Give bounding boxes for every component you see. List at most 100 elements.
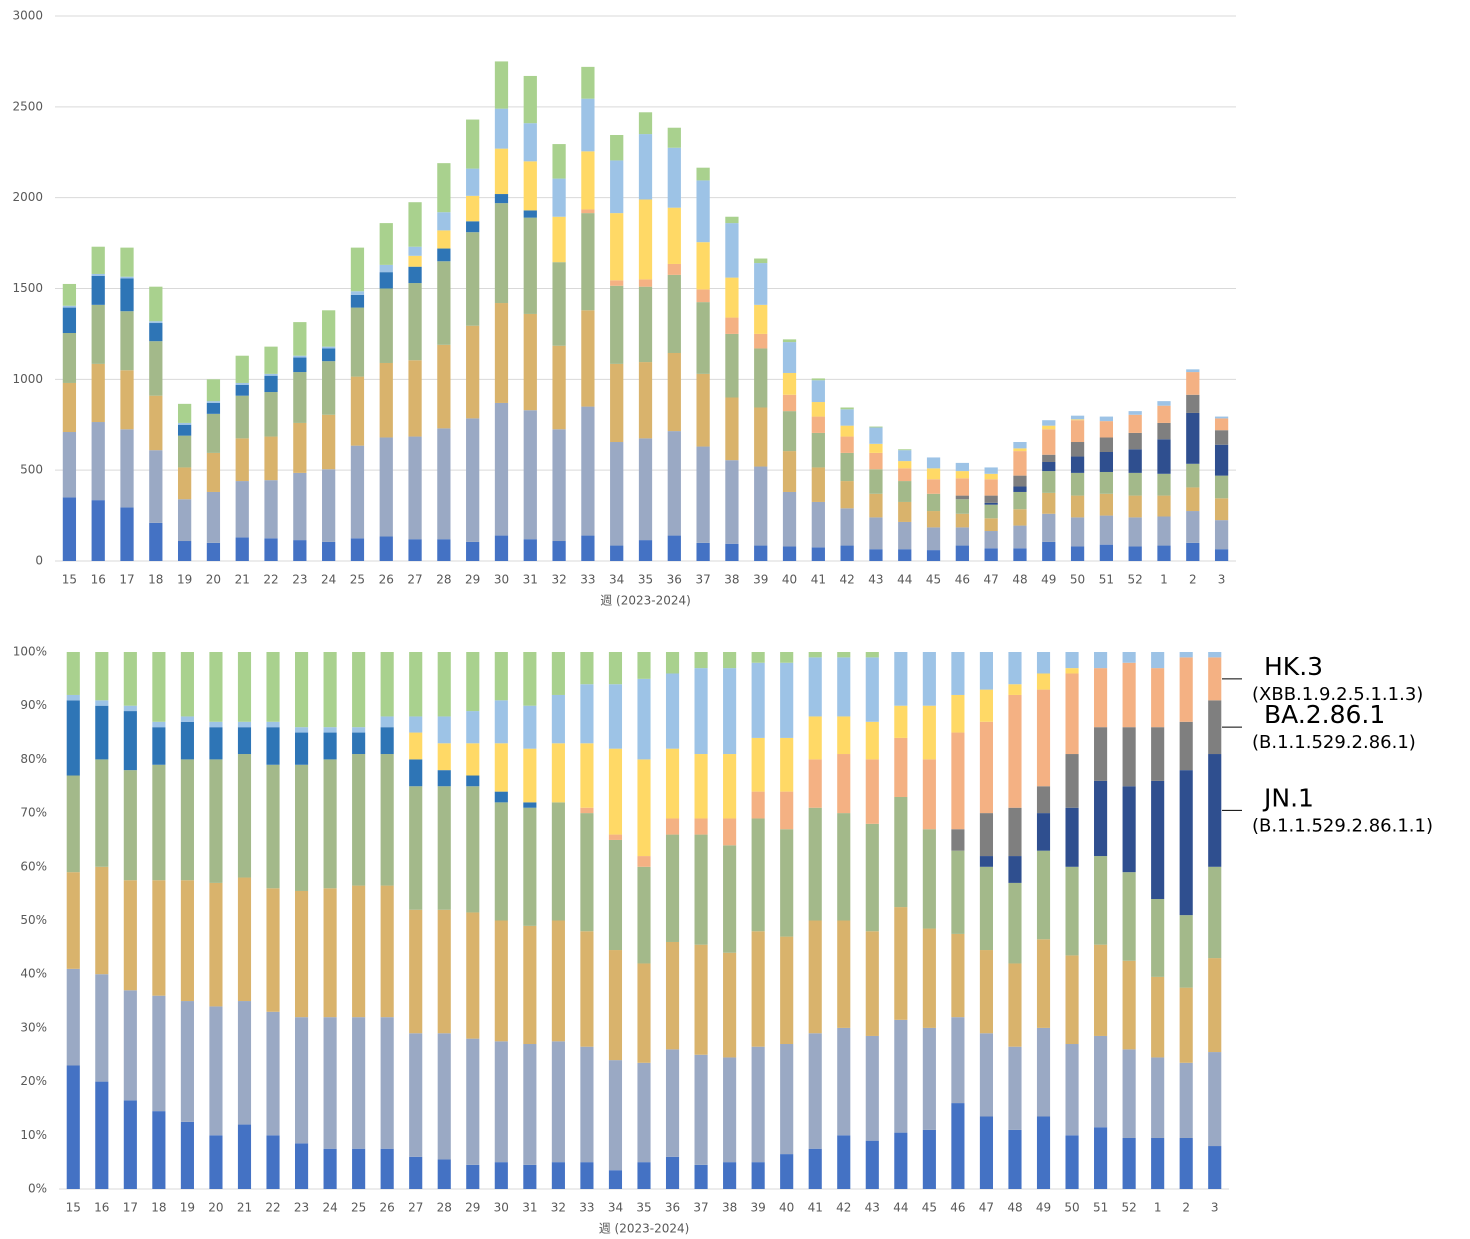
bar-segment	[293, 357, 307, 373]
bar-segment	[979, 652, 994, 690]
bar-segment	[840, 452, 854, 482]
bar-segment	[1208, 866, 1222, 959]
bar-segment	[494, 61, 509, 109]
bar-segment	[552, 178, 566, 217]
bar-segment	[523, 410, 537, 540]
x-tick-label: 19	[177, 573, 192, 587]
bar-segment	[837, 1027, 851, 1136]
x-tick-label: 22	[265, 1201, 280, 1215]
bar-segment	[180, 880, 194, 1002]
bar-segment	[380, 727, 394, 755]
bar-segment	[1042, 420, 1056, 426]
bar-segment	[723, 668, 737, 755]
bar-segment	[725, 333, 739, 398]
x-tick-label: 45	[926, 573, 941, 587]
bar-segment	[580, 743, 594, 808]
bar-segment	[409, 716, 423, 733]
bar-segment	[1122, 872, 1136, 961]
bar-segment	[235, 537, 249, 561]
bar-segment	[1008, 694, 1022, 808]
bar-segment	[1208, 958, 1222, 1053]
bar-segment	[811, 432, 825, 468]
bar-segment	[209, 1135, 223, 1189]
bar-segment	[237, 877, 252, 1002]
bar-segment	[294, 1143, 309, 1189]
bar-segment	[437, 1159, 451, 1189]
bar-segment	[869, 452, 883, 470]
bar-segment	[177, 403, 192, 423]
bar-segment	[180, 652, 194, 717]
bar-segment	[123, 990, 137, 1101]
bar-segment	[808, 807, 822, 921]
bar-segment	[293, 322, 307, 356]
y-tick-label: 2500	[12, 99, 43, 113]
bar-segment	[951, 933, 965, 1018]
bar-segment	[608, 684, 623, 749]
bar-segment	[865, 657, 879, 722]
bar-segment	[1157, 516, 1171, 546]
bar-segment	[782, 394, 797, 412]
bar-segment	[437, 163, 451, 213]
bar-segment	[408, 436, 422, 540]
bar-segment	[437, 716, 451, 744]
y-tick-label: 90%	[20, 698, 47, 712]
bar-segment	[1151, 727, 1165, 781]
bar-segment	[865, 1140, 879, 1189]
x-tick-label: 23	[292, 573, 307, 587]
bar-segment	[149, 395, 163, 451]
bar-segment	[379, 264, 393, 273]
bar-segment	[951, 1103, 965, 1189]
bar-segment	[551, 743, 565, 803]
bar-segment	[865, 759, 879, 824]
bar-segment	[206, 401, 221, 403]
x-tick-label: 1	[1160, 573, 1168, 587]
bar-segment	[379, 536, 393, 561]
bar-segment	[66, 872, 80, 969]
bar-segment	[610, 545, 624, 561]
bar-segment	[149, 341, 163, 396]
bar-segment	[152, 880, 166, 996]
bar-segment	[264, 392, 278, 437]
bar-segment	[780, 1044, 794, 1155]
bar-segment	[206, 413, 221, 453]
x-tick-label: 34	[609, 573, 624, 587]
bar-segment	[811, 467, 825, 502]
bar-segment	[780, 829, 794, 937]
bar-segment	[66, 700, 80, 776]
x-tick-label: 52	[1128, 573, 1143, 587]
bar-segment	[926, 479, 941, 494]
bar-segment	[1008, 652, 1022, 685]
y-tick-label: 1000	[12, 372, 43, 386]
bar-segment	[580, 1162, 594, 1189]
bar-segment	[437, 428, 451, 540]
bar-segment	[120, 507, 134, 561]
bar-segment	[235, 384, 249, 396]
bar-segment	[754, 348, 768, 408]
bar-segment	[120, 429, 134, 508]
bar-segment	[951, 732, 965, 830]
x-tick-label: 16	[91, 573, 106, 587]
bar-segment	[665, 673, 680, 749]
bar-segment	[898, 501, 912, 522]
bar-segment	[723, 1057, 737, 1163]
bar-segment	[1065, 754, 1079, 808]
bar-segment	[494, 148, 509, 195]
bar-segment	[1065, 652, 1079, 669]
bar-segment	[323, 652, 337, 728]
bar-segment	[95, 700, 109, 706]
bar-segment	[808, 1033, 822, 1149]
bar-segment	[409, 1033, 423, 1157]
bar-segment	[437, 909, 451, 1034]
bar-segment	[808, 652, 822, 658]
bar-segment	[437, 539, 451, 561]
bar-segment	[979, 813, 994, 857]
bar-segment	[808, 920, 822, 1034]
bar-segment	[466, 775, 480, 787]
bar-segment	[811, 378, 825, 381]
bar-segment	[123, 705, 137, 712]
bar-segment	[62, 382, 77, 433]
bar-segment	[206, 402, 221, 414]
bar-segment	[323, 759, 337, 889]
bar-segment	[149, 522, 163, 561]
bar-segment	[152, 652, 166, 722]
